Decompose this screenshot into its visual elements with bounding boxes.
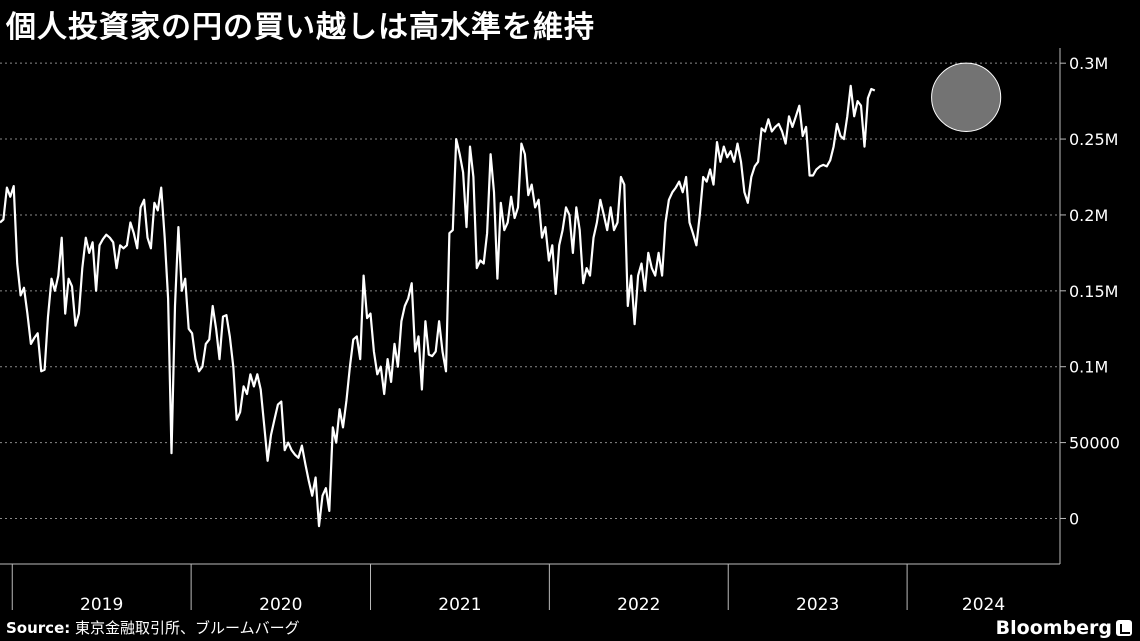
- grid-lines: [0, 62, 1060, 519]
- brand-logo: Bloomberg: [996, 617, 1132, 639]
- series-line: [0, 84, 876, 528]
- x-tick-label: 2021: [438, 595, 481, 615]
- brand-name: Bloomberg: [995, 617, 1112, 639]
- x-tick-label: 2019: [80, 595, 123, 615]
- y-tick-label: 0.1M: [1069, 358, 1108, 377]
- y-tick-label: 0.15M: [1069, 282, 1118, 301]
- y-tick-label: 50000: [1069, 434, 1120, 453]
- y-axis-ticks: 0 50000 0.1M 0.15M 0.2M 0.25M 0.3M: [1060, 54, 1120, 528]
- source-text: 東京金融取引所、ブルームバーグ: [75, 619, 300, 637]
- y-tick-label: 0.3M: [1069, 54, 1108, 73]
- x-tick-label: 2020: [259, 595, 302, 615]
- y-tick-label: 0.25M: [1069, 130, 1118, 149]
- chart-title: 個人投資家の円の買い越しは高水準を維持: [6, 10, 595, 45]
- x-tick-label: 2023: [796, 595, 839, 615]
- highlight-ellipse: [931, 62, 1002, 132]
- x-axis: 2019 2020 2021 2022 2023 2024: [0, 48, 1061, 615]
- y-tick-label: 0.2M: [1069, 206, 1108, 225]
- x-tick-label: 2022: [617, 595, 660, 615]
- x-tick-label: 2024: [962, 595, 1005, 615]
- source-label: Source:: [6, 619, 71, 637]
- y-tick-label: 0: [1069, 509, 1079, 528]
- bloomberg-icon: [1116, 620, 1132, 636]
- source-note: Source: 東京金融取引所、ブルームバーグ: [6, 617, 300, 638]
